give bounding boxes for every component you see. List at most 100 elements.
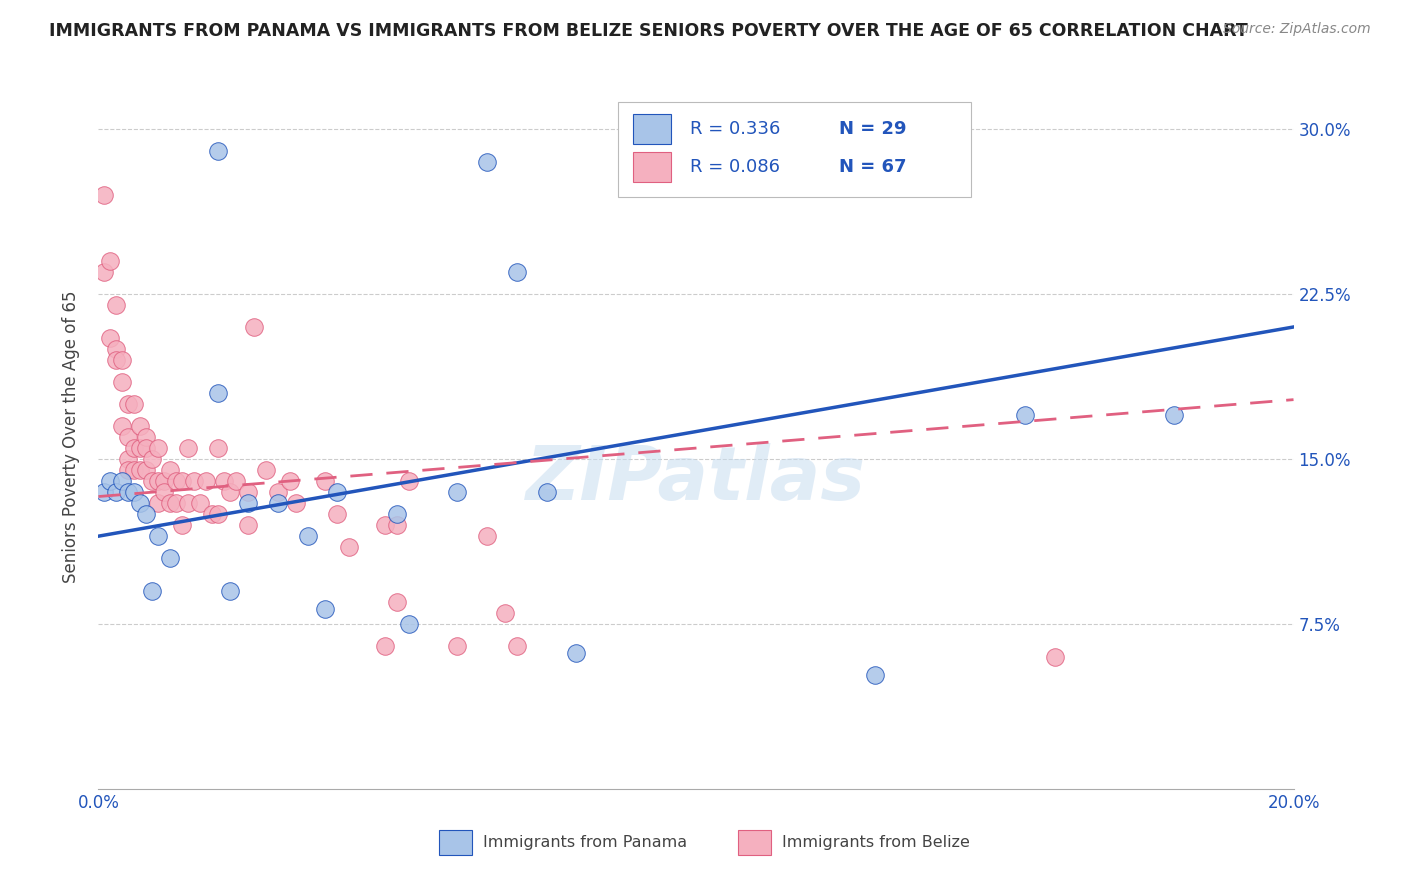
Point [141, 584, 163, 599]
Point [339, 540, 361, 554]
Point [117, 397, 139, 411]
Point [236, 518, 259, 533]
Text: N = 29: N = 29 [839, 120, 907, 138]
FancyBboxPatch shape [633, 153, 671, 182]
Point [105, 342, 128, 356]
Point [1014, 408, 1036, 422]
Point [195, 474, 218, 488]
Point [188, 496, 211, 510]
Text: N = 67: N = 67 [839, 158, 907, 177]
Point [207, 144, 229, 158]
Point [385, 507, 409, 521]
Point [165, 496, 187, 510]
Point [117, 430, 139, 444]
Point [1043, 650, 1066, 665]
Point [148, 529, 170, 543]
Point [374, 640, 396, 654]
FancyBboxPatch shape [738, 830, 772, 855]
Point [111, 419, 134, 434]
Point [475, 154, 498, 169]
Point [141, 452, 163, 467]
Point [225, 474, 247, 488]
Point [183, 474, 205, 488]
Point [111, 353, 134, 368]
Point [219, 485, 242, 500]
Point [105, 485, 128, 500]
Point [135, 441, 157, 455]
Point [506, 265, 529, 279]
Point [148, 496, 170, 510]
Point [177, 496, 200, 510]
Point [267, 485, 290, 500]
Point [267, 496, 290, 510]
Point [124, 441, 146, 455]
Point [172, 518, 194, 533]
Point [129, 419, 152, 434]
Point [278, 474, 301, 488]
Point [148, 441, 170, 455]
Point [124, 397, 146, 411]
Point [117, 485, 139, 500]
Point [141, 474, 163, 488]
Y-axis label: Seniors Poverty Over the Age of 65: Seniors Poverty Over the Age of 65 [62, 291, 80, 583]
Text: Immigrants from Belize: Immigrants from Belize [782, 835, 970, 850]
Point [177, 441, 200, 455]
Point [446, 640, 468, 654]
Point [93, 187, 115, 202]
Point [129, 441, 152, 455]
Point [98, 253, 122, 268]
Point [385, 595, 409, 609]
Point [326, 507, 349, 521]
Point [159, 496, 181, 510]
Point [1163, 408, 1185, 422]
Point [124, 485, 146, 500]
Point [236, 485, 259, 500]
Point [159, 551, 181, 566]
Point [207, 441, 229, 455]
Point [117, 463, 139, 477]
Point [284, 496, 307, 510]
Point [98, 474, 122, 488]
Point [243, 320, 266, 334]
FancyBboxPatch shape [439, 830, 472, 855]
Point [124, 463, 146, 477]
Point [506, 640, 529, 654]
Point [385, 518, 409, 533]
Point [98, 331, 122, 345]
Point [117, 452, 139, 467]
Point [865, 668, 887, 682]
Point [398, 617, 420, 632]
Point [315, 474, 337, 488]
Point [129, 463, 152, 477]
Point [135, 463, 157, 477]
Point [475, 529, 498, 543]
Point [236, 496, 259, 510]
Point [111, 375, 134, 389]
Point [398, 474, 420, 488]
Text: IMMIGRANTS FROM PANAMA VS IMMIGRANTS FROM BELIZE SENIORS POVERTY OVER THE AGE OF: IMMIGRANTS FROM PANAMA VS IMMIGRANTS FRO… [49, 22, 1249, 40]
Point [536, 485, 558, 500]
Point [135, 430, 157, 444]
Point [565, 646, 588, 660]
Point [254, 463, 277, 477]
Point [105, 298, 128, 312]
Point [326, 485, 349, 500]
Text: R = 0.086: R = 0.086 [690, 158, 780, 177]
Point [201, 507, 224, 521]
Point [219, 584, 242, 599]
FancyBboxPatch shape [633, 114, 671, 144]
Point [105, 353, 128, 368]
Point [93, 485, 115, 500]
Point [297, 529, 319, 543]
Point [494, 607, 516, 621]
Point [172, 474, 194, 488]
Point [446, 485, 468, 500]
Point [165, 474, 187, 488]
Point [207, 507, 229, 521]
Text: R = 0.336: R = 0.336 [690, 120, 780, 138]
Point [135, 507, 157, 521]
Text: Immigrants from Panama: Immigrants from Panama [484, 835, 688, 850]
FancyBboxPatch shape [619, 103, 972, 197]
Point [111, 474, 134, 488]
Text: Source: ZipAtlas.com: Source: ZipAtlas.com [1223, 22, 1371, 37]
